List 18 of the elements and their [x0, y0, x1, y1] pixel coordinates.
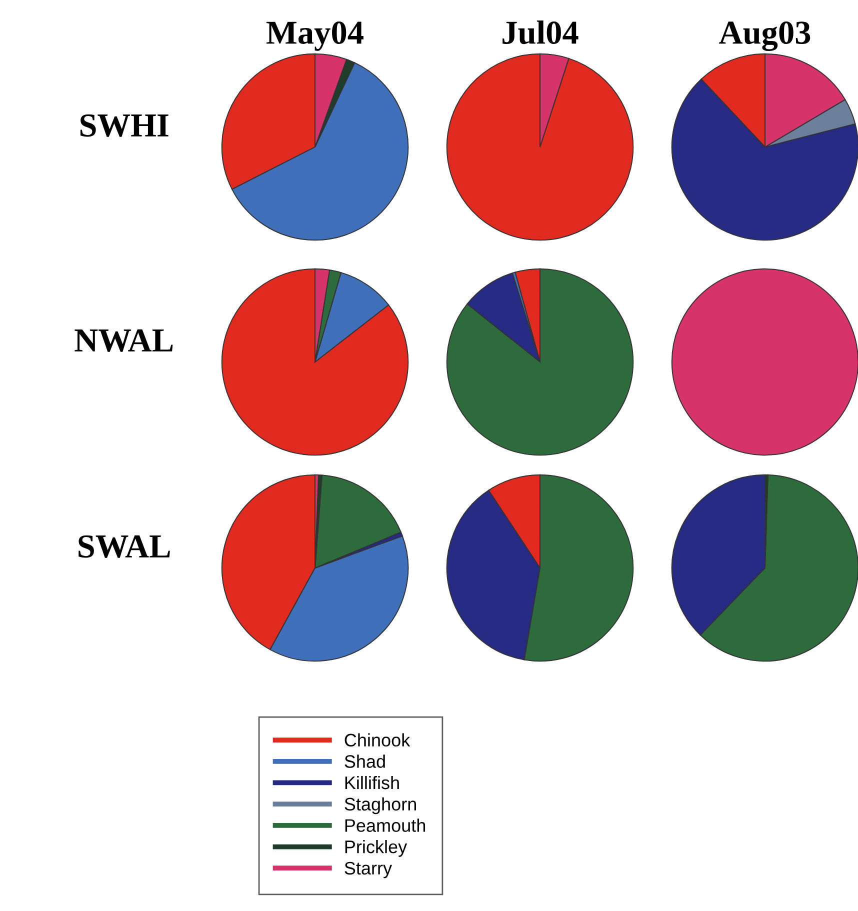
legend-label: Peamouth: [345, 818, 426, 832]
text: NWAL: [74, 329, 173, 352]
legend-label: Prickley: [345, 840, 408, 857]
pie-slice: [446, 53, 634, 241]
chart-title: May04: [266, 22, 364, 51]
chart-title: Aug03: [719, 22, 810, 52]
pie-slice: [221, 268, 409, 456]
chart-title: Jul04: [502, 20, 578, 44]
legend-label: Chinook: [344, 733, 410, 747]
text: SWAL: [78, 535, 170, 558]
pie-slice: [466, 272, 540, 362]
text: SWHI: [80, 114, 168, 137]
legend-label: Killifish: [345, 776, 399, 790]
legend-label: Starry: [344, 862, 392, 878]
pie-slice: [314, 272, 390, 362]
legend-label: Staghorn: [344, 797, 416, 814]
pie-slice: [446, 268, 634, 456]
legend-label: Shad: [344, 754, 385, 768]
